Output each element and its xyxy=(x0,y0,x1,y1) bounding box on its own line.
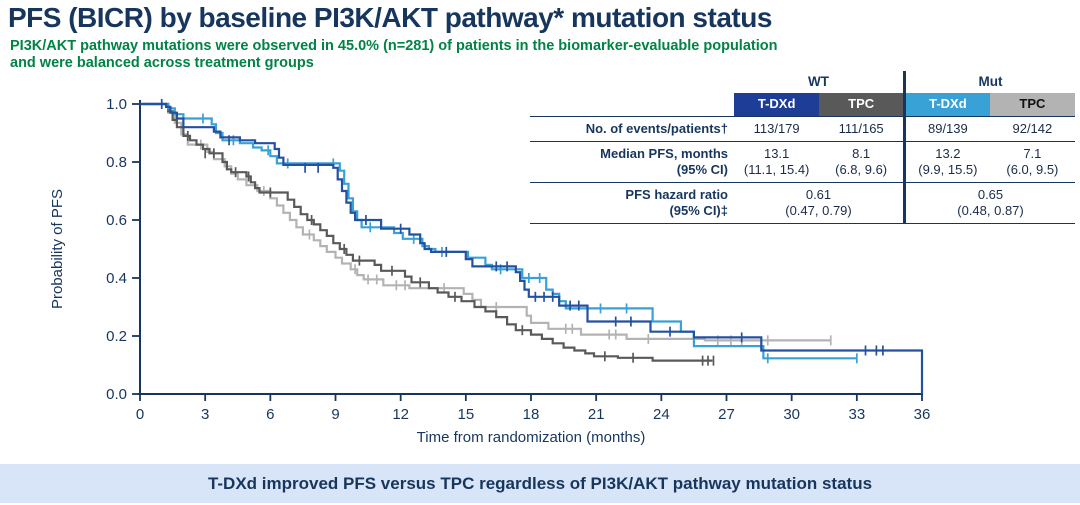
median-mut-tdxd: 13.2 (9.9, 15.5) xyxy=(902,141,990,183)
row-label-hazard-ratio: PFS hazard ratio (95% CI)‡ xyxy=(530,182,734,224)
table-group-header-row: WT Mut xyxy=(530,71,1075,93)
svg-text:1.0: 1.0 xyxy=(106,96,127,113)
subtitle-line-1: PI3K/AKT pathway mutations were observed… xyxy=(10,38,778,54)
x-axis-ticks: 0 3 6 9 12 15 18 21 24 27 30 33 36 xyxy=(136,394,931,423)
series-wt-t-dxd xyxy=(140,99,924,394)
svg-text:30: 30 xyxy=(783,406,800,423)
median-wt-tdxd: 13.1 (11.1, 15.4) xyxy=(734,141,820,183)
col-header-mut-tpc: TPC xyxy=(989,93,1075,117)
median-wt-tpc: 8.1 (6.8, 9.6) xyxy=(819,141,905,183)
y-axis-title: Probability of PFS xyxy=(49,189,66,309)
col-header-wt-tpc: TPC xyxy=(819,93,905,117)
curve-wt-tpc xyxy=(140,102,713,362)
svg-text:24: 24 xyxy=(653,406,670,423)
row-label-median-pfs: Median PFS, months (95% CI) xyxy=(530,141,734,183)
censor-marks-mut-tpc xyxy=(199,139,832,346)
subtitle-line-2: and were balanced across treatment group… xyxy=(10,55,314,72)
svg-text:36: 36 xyxy=(914,406,931,423)
svg-text:0.4: 0.4 xyxy=(106,270,127,287)
svg-text:18: 18 xyxy=(523,406,540,423)
table-row-hazard-ratio: PFS hazard ratio (95% CI)‡ 0.61 (0.47, 0.… xyxy=(530,182,1075,224)
group-header-mut: Mut xyxy=(903,71,1075,93)
col-header-wt-tdxd: T-DXd xyxy=(734,93,820,117)
km-chart: 0 3 6 9 12 15 18 21 24 27 30 33 36 Time from randomiz… xyxy=(0,78,1080,463)
svg-text:9: 9 xyxy=(331,406,339,423)
events-mut-tpc: 92/142 xyxy=(989,116,1075,142)
x-axis-title: Time from randomization (months) xyxy=(417,429,646,446)
svg-text:0: 0 xyxy=(136,406,144,423)
events-wt-tdxd: 113/179 xyxy=(734,116,820,142)
table-corner-cell xyxy=(530,71,734,93)
curve-wt-t-dxd xyxy=(140,102,924,394)
svg-text:27: 27 xyxy=(718,406,735,423)
svg-text:6: 6 xyxy=(266,406,274,423)
curve-mut-tpc xyxy=(140,102,831,342)
median-mut-tpc: 7.1 (6.0, 9.5) xyxy=(989,141,1075,183)
events-wt-tpc: 111/165 xyxy=(819,116,905,142)
y-axis-ticks: 0.0 0.2 0.4 0.6 0.8 1.0 xyxy=(106,96,140,403)
group-header-wt: WT xyxy=(808,73,829,89)
svg-text:3: 3 xyxy=(201,406,209,423)
events-mut-tdxd: 89/139 xyxy=(902,116,990,142)
svg-text:15: 15 xyxy=(457,406,474,423)
hazard-ratio-wt: 0.61 (0.47, 0.79) xyxy=(734,182,905,224)
table-arm-header-row: T-DXd TPC T-DXd TPC xyxy=(530,93,1075,117)
svg-text:12: 12 xyxy=(392,406,409,423)
series-mut-tpc xyxy=(140,102,832,346)
row-label-events: No. of events/patients† xyxy=(530,116,734,142)
table-corner-cell-2 xyxy=(530,93,734,117)
svg-text:0.6: 0.6 xyxy=(106,212,127,229)
censor-marks-wt-t-dxd xyxy=(160,99,884,356)
svg-text:33: 33 xyxy=(848,406,865,423)
svg-text:0.2: 0.2 xyxy=(106,328,127,345)
table-row-events: No. of events/patients† 113/179 111/165 … xyxy=(530,116,1075,142)
table-row-median-pfs: Median PFS, months (95% CI) 13.1 (11.1, 1… xyxy=(530,141,1075,183)
hazard-ratio-mut: 0.65 (0.48, 0.87) xyxy=(903,182,1075,224)
svg-text:0.0: 0.0 xyxy=(106,386,127,403)
svg-text:0.8: 0.8 xyxy=(106,154,127,171)
col-header-mut-tdxd: T-DXd xyxy=(902,93,990,117)
stats-table: WT Mut T-DXd TPC T-DXd TPC No. of events… xyxy=(530,71,1075,224)
page-title: PFS (BICR) by baseline PI3K/AKT pathway*… xyxy=(8,2,772,33)
censor-marks-wt-tpc xyxy=(186,130,715,366)
conclusion-text: T-DXd improved PFS versus TPC regardless… xyxy=(207,473,873,493)
svg-text:21: 21 xyxy=(588,406,605,423)
page-subtitle: PI3K/AKT pathway mutations were observed… xyxy=(10,38,777,73)
conclusion-banner: T-DXd improved PFS versus TPC regardless… xyxy=(0,464,1080,503)
series-wt-tpc xyxy=(140,102,715,366)
